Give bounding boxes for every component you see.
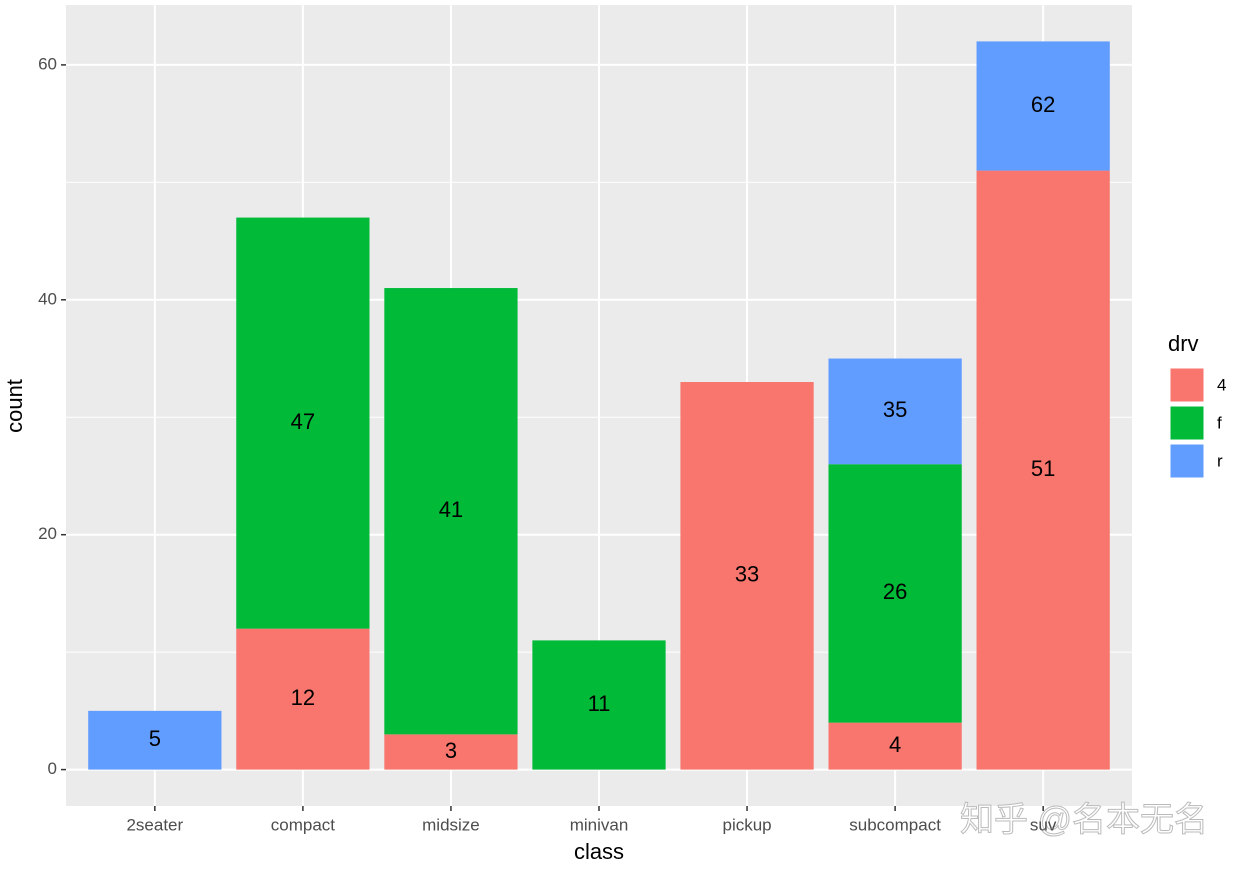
bar-label: 51 <box>1031 456 1055 481</box>
bar-label: 33 <box>735 562 759 587</box>
bar-label: 11 <box>588 691 611 716</box>
x-tick-label: 2seater <box>126 815 183 834</box>
watermark: 知乎 @名本无名 <box>960 801 1208 839</box>
bar-label: 12 <box>291 685 315 710</box>
bar-segment <box>828 358 962 465</box>
x-axis-title: class <box>574 839 624 864</box>
bar-segment <box>976 170 1110 770</box>
y-tick-label: 0 <box>48 759 57 778</box>
x-tick-label: pickup <box>722 815 771 834</box>
bar-segment <box>680 382 814 770</box>
bar-segment <box>384 288 518 735</box>
bar-segment <box>384 734 518 770</box>
x-tick-label: compact <box>271 815 336 834</box>
bar-label: 4 <box>889 732 901 757</box>
bar-segment <box>236 628 370 770</box>
y-tick-label: 20 <box>38 524 57 543</box>
bar-label: 5 <box>149 726 161 751</box>
legend-title: drv <box>1168 331 1199 356</box>
bar-label: 41 <box>439 497 463 522</box>
x-tick-label: suv <box>1030 815 1057 834</box>
bar-label: 26 <box>883 579 907 604</box>
legend-label: r <box>1217 451 1223 470</box>
x-tick-label: midsize <box>422 815 480 834</box>
legend-swatch <box>1169 443 1205 479</box>
bar-label: 62 <box>1031 92 1055 117</box>
y-tick-label: 40 <box>38 289 57 308</box>
y-tick-label: 60 <box>38 54 57 73</box>
legend-swatch <box>1169 367 1205 403</box>
x-tick-label: subcompact <box>849 815 941 834</box>
bar-segment <box>88 710 222 770</box>
bar-segment <box>828 722 962 770</box>
legend-label: f <box>1217 413 1222 432</box>
bar-label: 3 <box>445 738 457 763</box>
bar-label: 47 <box>291 409 315 434</box>
bar-segment <box>532 640 666 770</box>
x-tick-label: minivan <box>570 815 629 834</box>
bar-segment <box>976 41 1110 171</box>
bar-segment <box>236 217 370 629</box>
bar-label: 35 <box>883 397 907 422</box>
legend-swatch <box>1169 405 1205 441</box>
y-axis-title: count <box>2 379 27 433</box>
bar-segment <box>828 464 962 723</box>
legend-label: 4 <box>1217 375 1226 394</box>
